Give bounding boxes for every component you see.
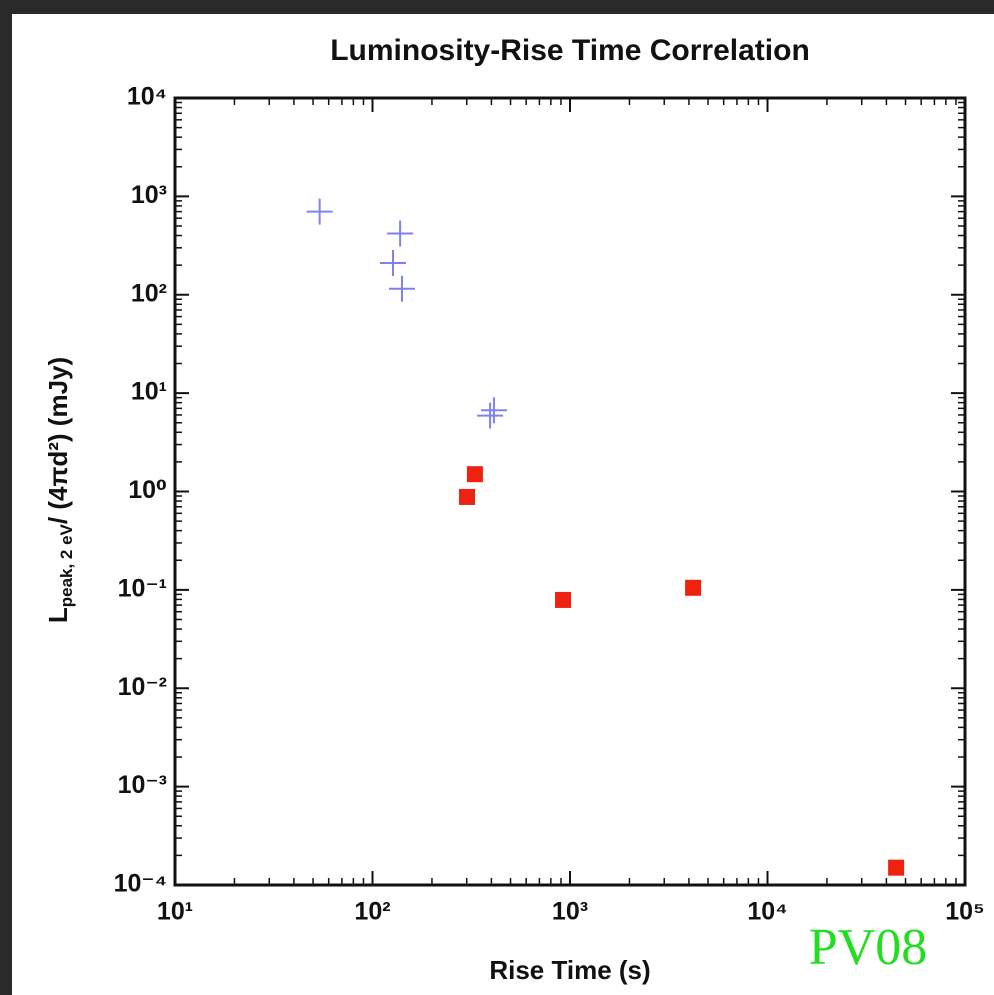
y-label-rest: / (4πd²) (mJy) — [43, 357, 73, 524]
y-tick-label: 10⁻² — [118, 673, 167, 701]
point — [685, 579, 702, 596]
y-tick-label: 10⁻¹ — [118, 574, 167, 602]
y-label-subscript: peak, 2 eV — [57, 523, 76, 607]
y-tick-label: 10⁻⁴ — [114, 870, 167, 898]
annotation: PV08 — [809, 919, 927, 976]
point — [306, 198, 333, 225]
y-label-main: L — [43, 607, 73, 623]
y-tick-label: 10⁻³ — [118, 771, 167, 799]
point — [555, 591, 572, 608]
plot-frame — [173, 96, 967, 887]
point — [466, 466, 483, 483]
x-tick-label: 10² — [354, 898, 390, 926]
x-tick-label: 10³ — [552, 898, 588, 926]
y-tick-label: 10³ — [131, 181, 167, 209]
y-axis-label: Lpeak, 2 eV/ (4πd²) (mJy) — [43, 357, 77, 623]
point — [477, 402, 504, 429]
point — [459, 488, 476, 505]
point — [888, 859, 905, 876]
y-tick-label: 10¹ — [131, 378, 167, 406]
y-tick-label: 10⁰ — [128, 476, 167, 504]
x-tick-label: 10⁴ — [747, 898, 787, 926]
point — [380, 250, 407, 277]
y-tick-label: 10⁴ — [127, 83, 167, 111]
x-tick-label: 10¹ — [157, 898, 193, 926]
y-tick-label: 10² — [131, 279, 167, 307]
panel — [12, 14, 994, 995]
x-axis-label: Rise Time (s) — [489, 955, 650, 985]
x-tick-label: 10⁵ — [945, 898, 985, 926]
point — [480, 397, 507, 424]
point — [388, 275, 415, 302]
chart-title: Luminosity-Rise Time Correlation — [330, 34, 810, 67]
point — [387, 220, 414, 247]
